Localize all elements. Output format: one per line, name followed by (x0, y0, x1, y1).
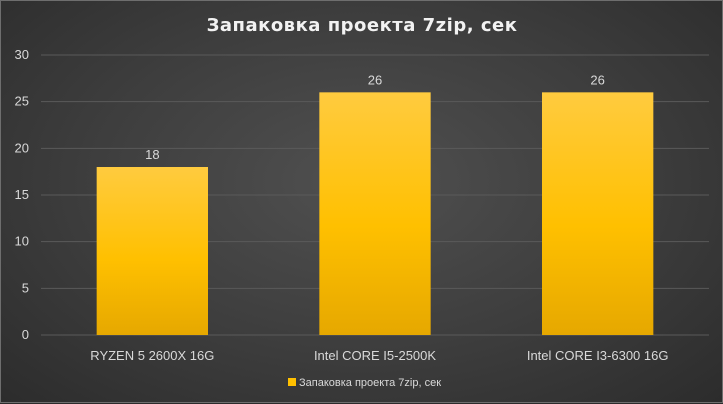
bar (542, 92, 654, 335)
category-labels: RYZEN 5 2600X 16G Intel CORE I5-2500K Inte… (90, 348, 668, 363)
category-label: Intel CORE I5-2500K (314, 348, 436, 363)
category-label: RYZEN 5 2600X 16G (90, 348, 214, 363)
data-labels: 18 26 26 (145, 72, 605, 162)
y-tick-label: 25 (15, 94, 29, 109)
chart-title: Запаковка проекта 7zip, сек (207, 15, 518, 36)
bar (96, 167, 208, 335)
legend-swatch (288, 378, 296, 386)
y-tick-label: 20 (15, 140, 29, 155)
data-label: 18 (145, 147, 159, 162)
bar (319, 92, 431, 335)
bars (96, 92, 654, 335)
data-label: 26 (590, 72, 604, 87)
y-tick-label: 10 (15, 234, 29, 249)
y-tick-label: 30 (15, 47, 29, 62)
legend-label: Запаковка проекта 7zip, сек (299, 377, 441, 389)
data-label: 26 (368, 72, 382, 87)
category-label: Intel CORE I3-6300 16G (527, 348, 669, 363)
legend: Запаковка проекта 7zip, сек (288, 377, 441, 389)
y-axis-ticks: 0 5 10 15 20 25 30 (15, 47, 29, 342)
y-tick-label: 0 (22, 327, 29, 342)
y-tick-label: 15 (15, 187, 29, 202)
y-tick-label: 5 (22, 280, 29, 295)
